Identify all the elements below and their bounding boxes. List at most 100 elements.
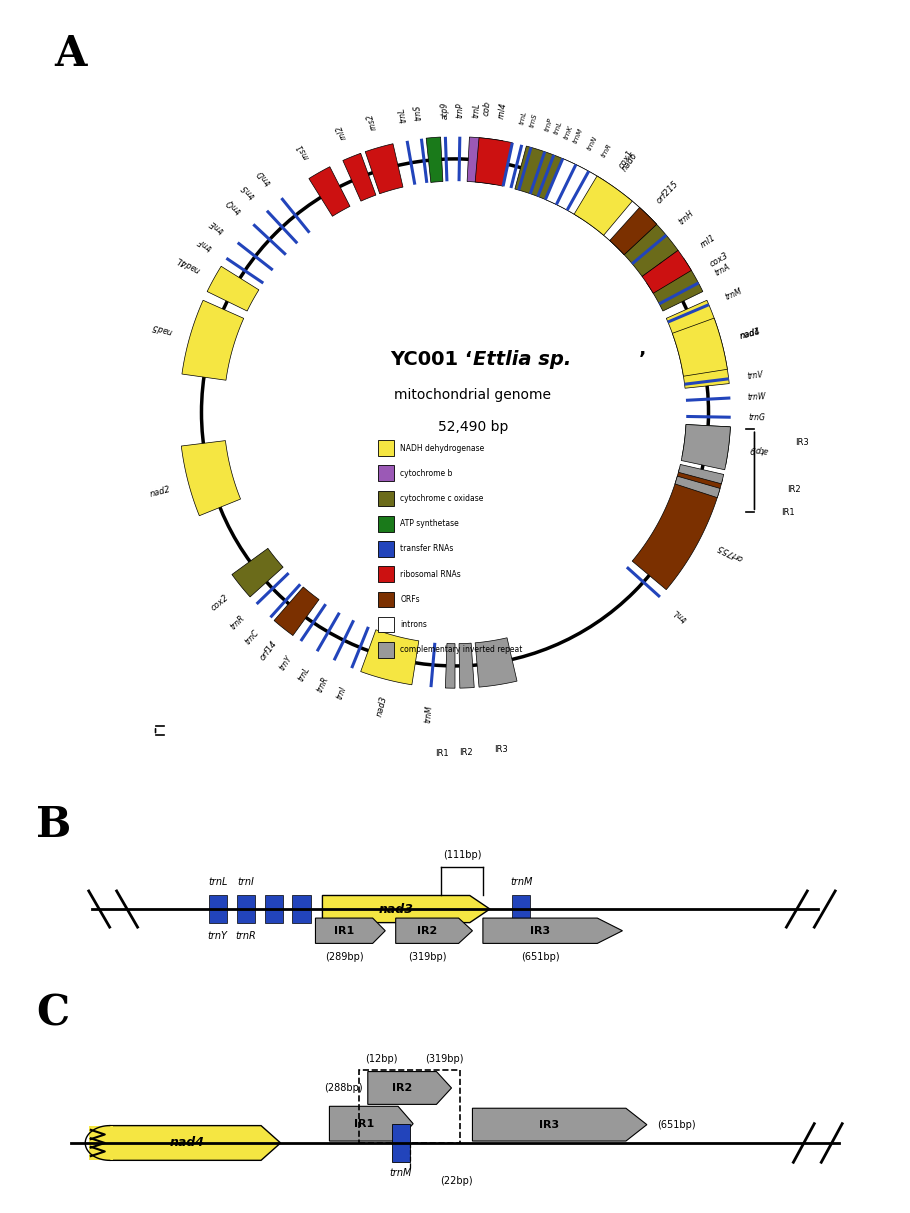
Polygon shape (642, 250, 692, 294)
Bar (378, 566, 394, 582)
Text: IR3: IR3 (530, 926, 551, 935)
Text: introns: introns (400, 620, 427, 628)
Text: trnL: trnL (471, 103, 481, 119)
Polygon shape (274, 587, 319, 636)
Text: IR3: IR3 (539, 1120, 560, 1129)
Polygon shape (459, 643, 474, 688)
Polygon shape (475, 638, 517, 687)
Text: (22bp): (22bp) (440, 1175, 472, 1186)
Polygon shape (682, 425, 731, 465)
Text: NADH dehydrogenase: NADH dehydrogenase (400, 444, 484, 452)
Text: trnF: trnF (196, 235, 213, 251)
Bar (378, 491, 394, 506)
Text: 52,490 bp: 52,490 bp (438, 420, 508, 434)
Polygon shape (365, 143, 403, 194)
Text: cytochrome b: cytochrome b (400, 468, 452, 478)
Polygon shape (647, 258, 703, 311)
Bar (391, 1124, 410, 1162)
Text: trnS: trnS (529, 113, 538, 129)
Text: transfer RNAs: transfer RNAs (400, 545, 453, 553)
Polygon shape (343, 153, 376, 201)
Text: trnG: trnG (749, 414, 766, 422)
Text: orf14: orf14 (258, 639, 279, 662)
Polygon shape (360, 630, 419, 685)
Text: trnN: trnN (586, 135, 599, 152)
Polygon shape (672, 318, 727, 376)
Text: IR1: IR1 (354, 1118, 374, 1128)
Text: cox3: cox3 (709, 251, 731, 268)
Text: mitochondrial genome: mitochondrial genome (394, 388, 551, 402)
Text: nad1: nad1 (739, 326, 762, 341)
Polygon shape (467, 137, 503, 184)
Polygon shape (475, 138, 512, 186)
Text: rnl1: rnl1 (699, 233, 718, 250)
Polygon shape (329, 1106, 413, 1141)
Text: IR2: IR2 (787, 485, 801, 494)
Polygon shape (515, 146, 678, 277)
Polygon shape (601, 198, 657, 255)
Text: ORFs: ORFs (400, 594, 420, 604)
Text: complementary inverted repeat: complementary inverted repeat (400, 645, 522, 654)
Polygon shape (675, 477, 720, 497)
Text: Ettlia sp.: Ettlia sp. (473, 349, 571, 369)
Polygon shape (574, 176, 632, 235)
Text: trnS: trnS (240, 182, 258, 200)
Text: trnM: trnM (423, 705, 434, 723)
Text: trnM: trnM (572, 127, 584, 144)
Text: trnP: trnP (543, 116, 553, 132)
Text: cox2: cox2 (209, 593, 230, 613)
Text: cytochrome c oxidase: cytochrome c oxidase (400, 494, 483, 503)
Text: IR1: IR1 (334, 926, 354, 935)
Polygon shape (682, 425, 731, 469)
Text: trnI: trnI (335, 685, 349, 701)
Text: IR3: IR3 (794, 438, 808, 446)
Text: nad6: nad6 (621, 150, 640, 173)
Text: trnE: trnE (207, 218, 226, 234)
Polygon shape (545, 159, 605, 218)
Text: rnl2: rnl2 (335, 124, 349, 141)
Text: A: A (55, 33, 87, 75)
Polygon shape (207, 267, 258, 311)
Text: trnD: trnD (256, 167, 274, 187)
Text: trnH: trnH (677, 209, 696, 227)
Text: rns2: rns2 (365, 113, 379, 131)
Polygon shape (181, 440, 240, 516)
Bar (378, 516, 394, 531)
Text: (651bp): (651bp) (521, 952, 560, 962)
Text: trnK: trnK (562, 124, 574, 139)
Text: trnC: trnC (244, 628, 261, 647)
Bar (359, 1070, 460, 1143)
Bar (378, 592, 394, 608)
Text: ATP synthetase: ATP synthetase (400, 519, 459, 528)
Text: IR1: IR1 (435, 748, 449, 758)
Text: trnM: trnM (723, 286, 743, 302)
Text: atp9: atp9 (440, 102, 450, 119)
Text: ribosomal RNAs: ribosomal RNAs (400, 570, 460, 579)
Text: (111bp): (111bp) (443, 850, 481, 860)
Polygon shape (666, 301, 729, 388)
Text: trnM: trnM (389, 1168, 411, 1178)
Bar (378, 440, 394, 456)
Text: trnR: trnR (315, 674, 330, 694)
Polygon shape (182, 301, 244, 380)
Polygon shape (426, 137, 443, 182)
Text: (12bp): (12bp) (366, 1054, 398, 1064)
Polygon shape (316, 918, 385, 944)
Text: orf755: orf755 (715, 542, 744, 563)
Text: trnL: trnL (397, 107, 409, 123)
Bar (88, 1126, 113, 1161)
Text: trnR: trnR (236, 930, 256, 941)
Polygon shape (368, 1071, 451, 1104)
Text: trnY: trnY (278, 654, 294, 672)
Text: cob: cob (481, 101, 492, 116)
Polygon shape (109, 1126, 280, 1161)
Text: trnA: trnA (713, 263, 732, 278)
Text: trnL: trnL (553, 120, 563, 136)
Text: trnL: trnL (671, 606, 689, 623)
Text: trnM: trnM (511, 877, 532, 888)
Text: B: B (36, 804, 72, 847)
Polygon shape (610, 207, 657, 255)
Polygon shape (396, 918, 472, 944)
Polygon shape (322, 895, 490, 923)
Text: YC001 ‘: YC001 ‘ (390, 349, 473, 369)
